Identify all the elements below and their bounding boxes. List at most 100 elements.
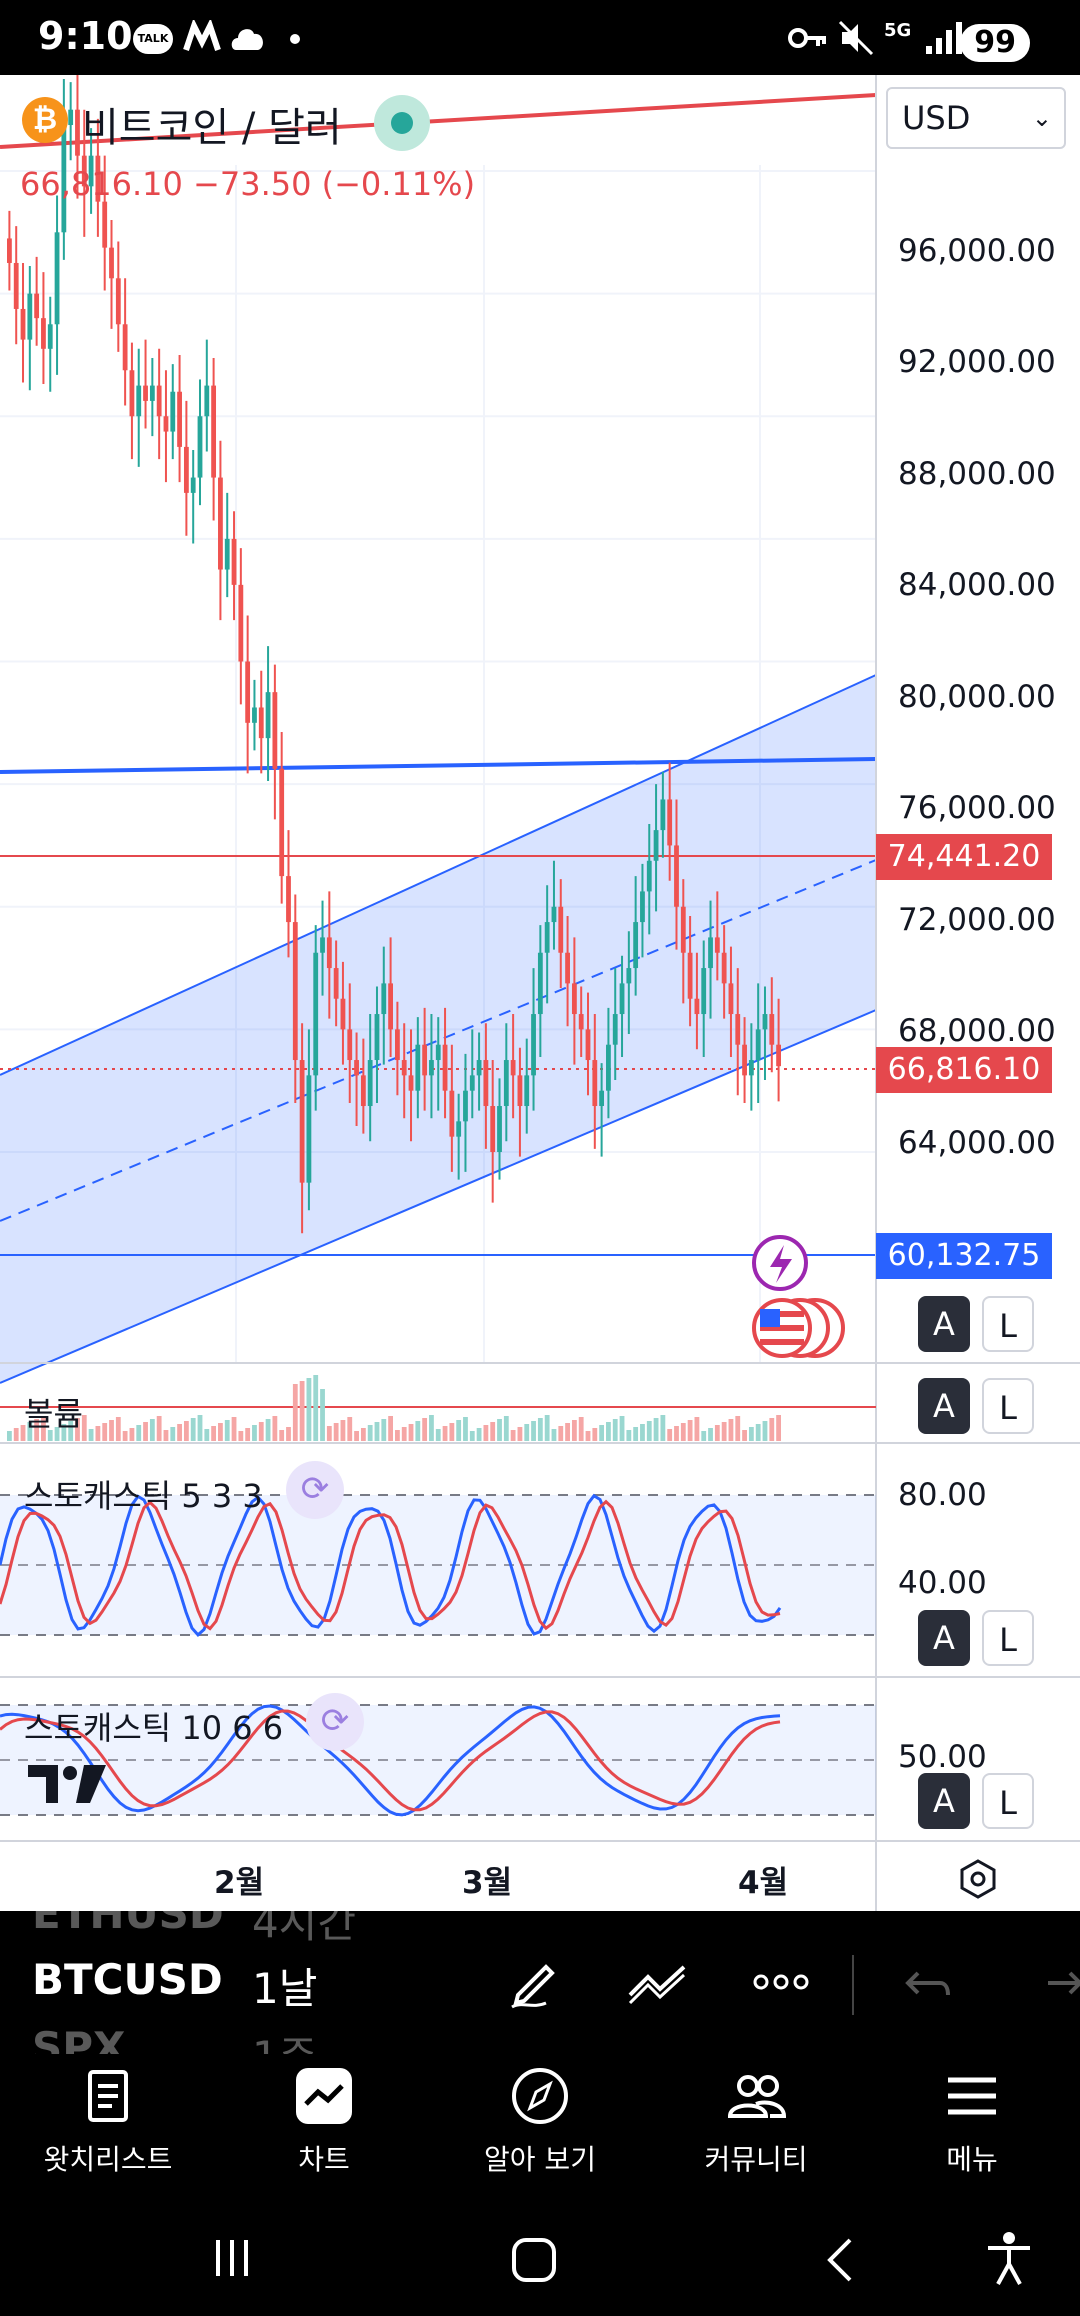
candle[interactable] [667, 799, 673, 846]
candle[interactable] [95, 155, 101, 202]
candle[interactable] [524, 1075, 530, 1107]
candle[interactable] [660, 799, 666, 831]
volume-title[interactable]: 볼륨 [24, 1395, 83, 1433]
candle[interactable] [442, 1044, 448, 1091]
candle[interactable] [374, 1014, 380, 1061]
candle[interactable] [626, 968, 632, 984]
candle[interactable] [463, 1090, 468, 1122]
candle[interactable] [41, 318, 46, 349]
stoch1-auto-scale-button[interactable]: A [918, 1610, 970, 1666]
candle[interactable] [714, 937, 720, 953]
candle[interactable] [211, 385, 217, 478]
stoch1-log-scale-button[interactable]: L [982, 1610, 1034, 1666]
candle[interactable] [592, 1060, 598, 1107]
volume-auto-scale-button[interactable]: A [918, 1378, 970, 1434]
candle[interactable] [183, 446, 189, 493]
candle[interactable] [258, 707, 264, 739]
candle[interactable] [395, 1029, 400, 1061]
channel-upper-line[interactable] [0, 674, 877, 1076]
candle[interactable] [367, 1060, 373, 1107]
candle[interactable] [476, 1060, 482, 1076]
candle[interactable] [503, 1060, 509, 1107]
candle[interactable] [687, 952, 693, 999]
back-icon[interactable] [820, 2236, 860, 2284]
settings-icon[interactable] [956, 1857, 1000, 1901]
symbol-option[interactable]: ETHUSD [32, 1911, 224, 1938]
candle[interactable] [81, 155, 87, 187]
candle[interactable] [619, 983, 625, 1015]
candle[interactable] [694, 998, 700, 1015]
home-icon[interactable] [510, 2236, 558, 2284]
nav-explore[interactable]: 알아 보기 [432, 2054, 648, 2204]
candle[interactable] [204, 385, 210, 417]
candle[interactable] [143, 385, 148, 401]
candle[interactable] [20, 308, 26, 340]
stoch1-title[interactable]: 스토캐스틱 5 3 3 [24, 1477, 263, 1515]
candle[interactable] [231, 538, 237, 585]
price-tag-current[interactable]: 66,816.10 [876, 1047, 1052, 1093]
chart-area[interactable]: ₿ 비트코인 / 달러 66,816.10 −73.50 (−0.11%) US… [0, 75, 1080, 1911]
candle[interactable] [354, 1060, 359, 1076]
blue-trendline[interactable] [0, 757, 877, 774]
candle[interactable] [531, 1014, 536, 1076]
candle[interactable] [422, 1044, 428, 1076]
nav-menu[interactable]: 메뉴 [864, 2054, 1080, 2204]
currency-select[interactable]: USD ⌄ [886, 87, 1066, 149]
channel-mid-line[interactable] [0, 859, 877, 1222]
candle[interactable] [190, 477, 196, 493]
candle[interactable] [483, 1060, 489, 1107]
candle[interactable] [245, 661, 251, 723]
candle[interactable] [170, 391, 176, 432]
symbol-interval-switcher[interactable]: ETHUSD 4시간 BTCUSD 1날 SPX 1주 [0, 1911, 1080, 2054]
candle[interactable] [721, 952, 727, 984]
candle[interactable] [306, 1075, 312, 1183]
redo-icon[interactable] [1036, 1965, 1080, 2005]
nav-chart[interactable]: 차트 [216, 2054, 432, 2204]
nav-watchlist[interactable]: 왓치리스트 [0, 2054, 216, 2204]
candle[interactable] [388, 983, 393, 1030]
candle[interactable] [701, 968, 707, 1015]
candle[interactable] [735, 1014, 741, 1045]
candle[interactable] [748, 1060, 754, 1076]
candle[interactable] [197, 416, 203, 478]
candle[interactable] [776, 1044, 781, 1067]
interval-selected[interactable]: 1날 [252, 1964, 318, 2013]
candle[interactable] [75, 109, 80, 156]
price-tag-level2[interactable]: 60,132.75 [876, 1233, 1052, 1279]
candle[interactable] [149, 385, 155, 401]
candle[interactable] [571, 983, 577, 1015]
candle[interactable] [755, 1029, 761, 1061]
more-options-icon[interactable] [752, 1967, 810, 1997]
candle[interactable] [313, 952, 319, 1076]
candle[interactable] [136, 385, 142, 417]
candle[interactable] [674, 845, 679, 907]
candle[interactable] [115, 278, 121, 325]
candle[interactable] [762, 1014, 768, 1030]
candle[interactable] [381, 983, 387, 1015]
candle[interactable] [497, 1106, 502, 1152]
symbol-selected[interactable]: BTCUSD [32, 1955, 223, 2004]
stoch2-title[interactable]: 스토캐스틱 10 6 6 [24, 1709, 284, 1747]
candle[interactable] [640, 891, 645, 923]
candle[interactable] [333, 968, 339, 999]
candle[interactable] [490, 1106, 496, 1152]
candle[interactable] [517, 1075, 523, 1107]
candle[interactable] [360, 1075, 366, 1107]
candle[interactable] [299, 1060, 305, 1183]
log-scale-button[interactable]: L [982, 1296, 1034, 1352]
undo-icon[interactable] [904, 1965, 952, 2005]
candle[interactable] [326, 937, 332, 969]
candle[interactable] [47, 324, 53, 349]
candle[interactable] [728, 983, 734, 1015]
candle[interactable] [272, 692, 278, 769]
candle[interactable] [415, 1044, 421, 1091]
candle[interactable] [680, 906, 686, 953]
refresh-icon[interactable]: ⟳ [286, 1461, 344, 1519]
candle[interactable] [320, 937, 325, 953]
candle[interactable] [565, 952, 570, 984]
candle[interactable] [129, 370, 135, 417]
market-status-icon[interactable] [374, 95, 430, 151]
price-chart[interactable] [0, 75, 1080, 1911]
candle[interactable] [286, 876, 291, 923]
candle[interactable] [551, 906, 557, 923]
